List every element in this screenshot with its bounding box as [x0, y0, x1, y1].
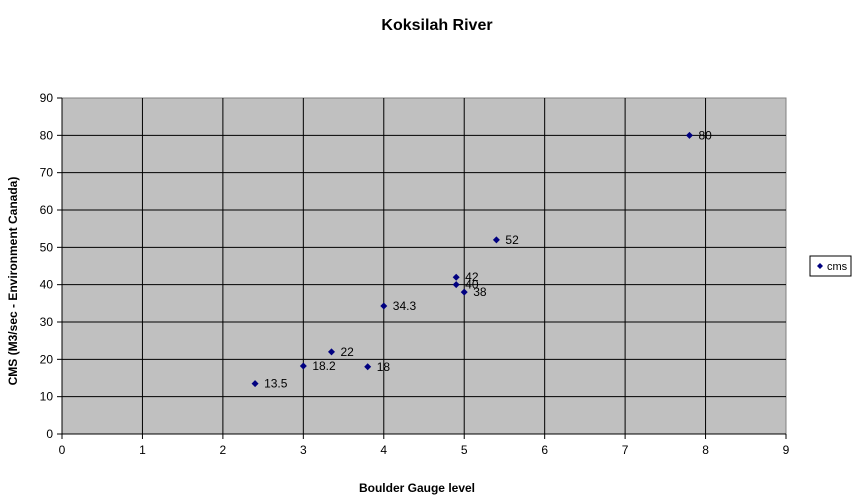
chart-title: Koksilah River: [381, 17, 492, 34]
data-point: [327, 348, 335, 356]
y-tick-label: 10: [40, 390, 54, 404]
data-label: 18: [377, 360, 391, 374]
x-tick-label: 0: [59, 443, 66, 457]
x-tick-label: 3: [300, 443, 307, 457]
legend: cms: [809, 255, 852, 277]
data-label: 40: [465, 278, 479, 292]
y-tick-label: 30: [40, 315, 54, 329]
x-tick-label: 1: [139, 443, 146, 457]
data-point: [685, 131, 693, 139]
data-point: [492, 236, 500, 244]
data-points: [251, 131, 693, 388]
y-axis-title: CMS (M3/sec - Environment Canada): [6, 177, 20, 386]
data-label: 42: [465, 270, 479, 284]
data-point: [251, 380, 259, 388]
axes: [61, 98, 786, 435]
plot-area: [61, 97, 787, 435]
x-tick-label: 8: [702, 443, 709, 457]
y-tick-label: 60: [40, 203, 54, 217]
data-label: 80: [698, 128, 712, 142]
legend-box: [809, 255, 852, 277]
data-point: [452, 281, 460, 289]
x-tick-label: 9: [783, 443, 790, 457]
y-tick-label: 20: [40, 352, 54, 366]
x-tick-label: 5: [461, 443, 468, 457]
legend-marker-icon: [817, 263, 823, 269]
y-tick-label: 0: [46, 427, 53, 441]
data-point: [364, 363, 372, 371]
y-tick-label: 40: [40, 278, 54, 292]
data-point: [460, 288, 468, 296]
x-tick-label: 2: [220, 443, 227, 457]
data-label: 13.5: [264, 377, 288, 391]
data-point: [299, 362, 307, 370]
data-label: 34.3: [393, 299, 417, 313]
x-axis-title: Boulder Gauge level: [359, 481, 475, 495]
x-tick-label: 7: [622, 443, 629, 457]
data-label: 22: [340, 345, 354, 359]
y-tick-label: 50: [40, 240, 54, 254]
grid-lines: [62, 98, 786, 434]
data-point: [452, 273, 460, 281]
x-tick-label: 6: [541, 443, 548, 457]
data-label: 38: [473, 285, 487, 299]
y-tick-label: 90: [40, 91, 54, 105]
data-label: 18.2: [312, 359, 336, 373]
y-tick-label: 80: [40, 128, 54, 142]
y-axis-ticks: 0 10 20 30 40 50 60 70 80 90: [40, 91, 62, 441]
legend-entry-cms: cms: [827, 261, 848, 273]
data-label: 52: [505, 233, 519, 247]
y-tick-label: 70: [40, 166, 54, 180]
x-tick-label: 4: [380, 443, 387, 457]
data-point: [380, 302, 388, 310]
x-axis-ticks: 0 1 2 3 4 5 6 7 8 9: [59, 434, 790, 457]
